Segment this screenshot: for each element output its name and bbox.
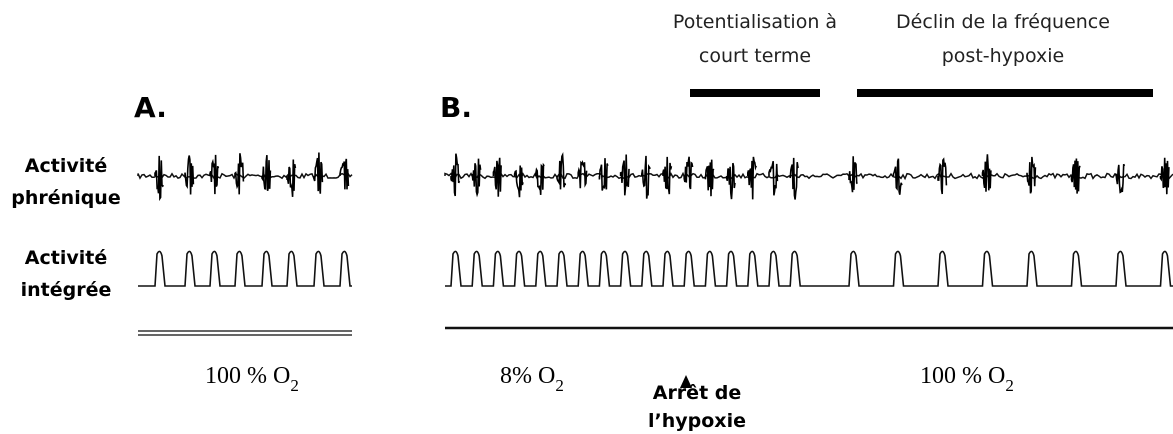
row-label: phrénique [11,187,120,209]
row-label: Activité [25,247,107,269]
panel-label: B. [440,91,472,124]
phrenic-burst [1070,158,1081,194]
phrenic-burst [556,151,567,190]
phrenic-burst [1026,156,1037,194]
phrenic-burst [535,162,545,195]
phrenic-burst [513,165,524,198]
phrenic-burst [892,158,903,195]
phrenic-burst [704,159,715,197]
phrenic-burst [209,154,220,195]
phrenic-burst [450,153,461,197]
row-label: intégrée [21,279,112,301]
integrated-trace [445,250,1173,287]
phrenic-burst [492,157,502,197]
phrenic-burst [234,153,245,195]
phrenic-burst [641,155,651,199]
phrenic-burst [768,161,779,196]
phrenic-burst [154,155,165,202]
phrenic-burst [981,154,992,192]
marker-triangle [680,375,692,388]
phrenic-burst [286,159,297,197]
integrated-trace [138,250,352,287]
phrenic-burst [577,159,588,189]
phrenic-burst [662,156,673,195]
phase-label: court terme [699,45,811,67]
condition-label: 100 % O2 [205,363,299,395]
phrenic-burst [683,156,694,190]
traces [137,151,1173,287]
phrenic-burst [261,155,272,191]
phrenic-burst [1115,163,1126,194]
phrenic-burst [598,158,609,191]
phrenic-burst [937,157,948,195]
phase-bar [690,89,820,97]
condition-label: 100 % O2 [920,363,1014,395]
phrenic-trace [444,171,1173,181]
phrenic-burst [471,158,482,198]
condition-label: 8% O2 [500,363,564,395]
phase-bar [857,89,1153,97]
panel-label: A. [134,91,167,124]
phrenic-burst [848,156,858,193]
phrenic-burst [747,156,757,200]
phrenic-burst [184,155,195,195]
phase-label: Déclin de la fréquence [896,11,1110,33]
phrenic-burst [789,157,800,200]
marker-label: l’hypoxie [648,410,746,432]
phrenic-burst [725,162,736,200]
phrenic-burst [313,152,324,194]
phrenic-burst [339,158,350,190]
marker-label: Arrêt de [653,382,742,404]
row-label: Activité [25,155,107,177]
phrenic-burst [1159,157,1170,195]
phase-label: post-hypoxie [942,45,1065,67]
phase-label: Potentialisation à [673,11,837,33]
phrenic-burst [619,154,630,196]
